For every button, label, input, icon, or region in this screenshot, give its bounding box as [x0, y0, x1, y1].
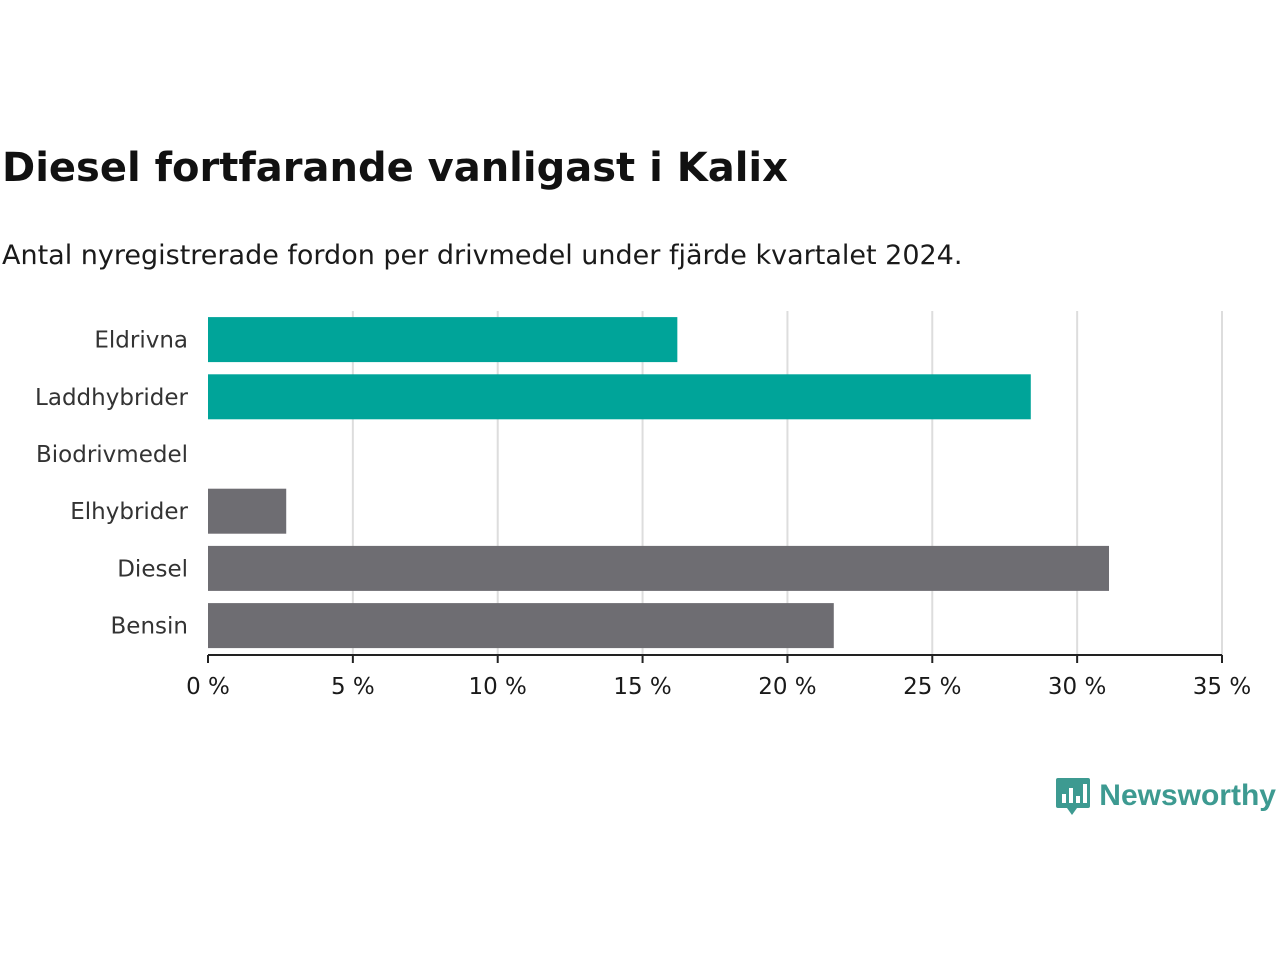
bar-elhybrider — [208, 488, 287, 534]
x-tick-label: 35 % — [1193, 674, 1251, 700]
chart-title: Diesel fortfarande vanligast i Kalix — [2, 145, 788, 191]
newsworthy-logo-icon — [1056, 778, 1091, 815]
x-tick-label: 20 % — [758, 674, 816, 700]
bars — [208, 317, 1110, 649]
bar-chart: Eldrivna Laddhybrider Biodrivmedel Elhybrid… — [35, 311, 1251, 700]
category-label: Bensin — [111, 614, 188, 640]
category-label: Biodrivmedel — [36, 442, 188, 468]
x-tick-label: 25 % — [903, 674, 961, 700]
bar-bensin — [208, 603, 834, 649]
category-labels: Eldrivna Laddhybrider Biodrivmedel Elhybrid… — [35, 328, 188, 640]
category-label: Eldrivna — [94, 328, 188, 354]
x-tick-label: 15 % — [613, 674, 671, 700]
brand: Newsworthy — [1055, 776, 1276, 816]
bar-eldrivna — [208, 317, 678, 363]
x-tick-label: 10 % — [468, 674, 526, 700]
gridlines — [351, 311, 1223, 655]
x-axis: 0 % 5 % 10 % 15 % 20 % 25 % 30 % 35 % — [186, 654, 1251, 700]
brand-name: Newsworthy — [1099, 779, 1276, 812]
x-tick-label: 5 % — [331, 674, 375, 700]
x-tick-label: 0 % — [186, 674, 230, 700]
category-label: Diesel — [117, 556, 188, 582]
category-label: Elhybrider — [70, 499, 188, 525]
bar-diesel — [208, 545, 1110, 591]
bar-laddhybrider — [208, 374, 1031, 420]
chart-subtitle: Antal nyregistrerade fordon per drivmede… — [2, 240, 963, 271]
category-label: Laddhybrider — [35, 385, 188, 411]
x-tick-label: 30 % — [1048, 674, 1106, 700]
